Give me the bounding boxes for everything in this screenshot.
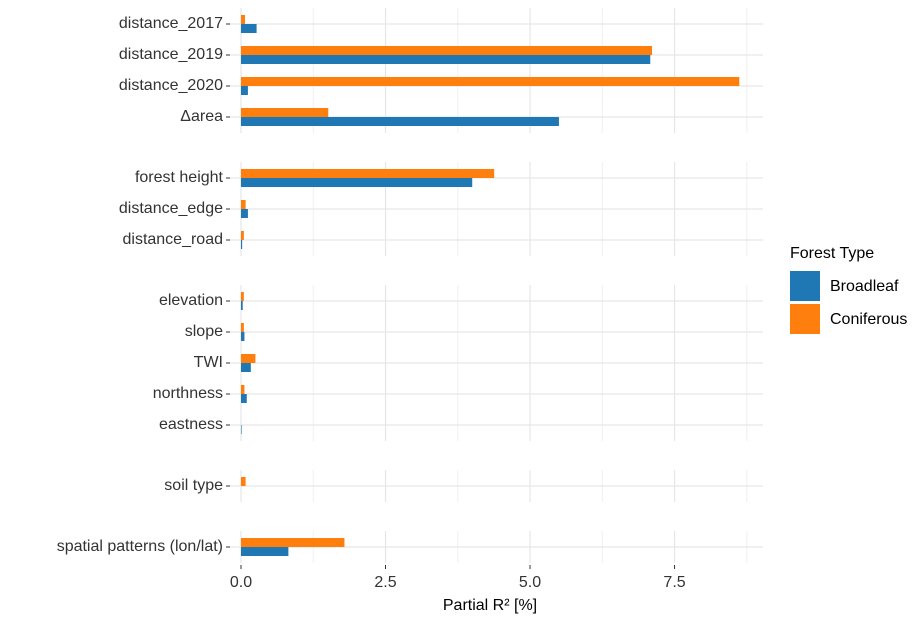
- y-tick-label: distance_road: [122, 231, 223, 248]
- legend-key: [790, 271, 820, 301]
- y-tick-label: distance_2020: [119, 77, 223, 94]
- bar: [240, 385, 245, 394]
- y-tick-label: northness: [153, 385, 223, 402]
- bar: [240, 55, 651, 64]
- legend-label: Broadleaf: [830, 278, 899, 295]
- bar: [240, 108, 329, 117]
- x-tick-label: 5.0: [519, 574, 541, 591]
- y-tick-label: forest height: [135, 169, 224, 186]
- bar: [240, 538, 345, 547]
- y-tick-label: Δarea: [180, 108, 223, 125]
- legend-title: Forest Type: [790, 245, 874, 262]
- bar: [240, 425, 242, 434]
- bar: [240, 209, 248, 218]
- y-tick-label: distance_edge: [119, 200, 223, 217]
- x-axis-label: Partial R² [%]: [443, 597, 537, 614]
- bar: [240, 301, 243, 310]
- y-tick-label: eastness: [159, 416, 223, 433]
- bar: [240, 24, 257, 33]
- y-tick-label: distance_2017: [119, 15, 223, 32]
- x-tick-label: 7.5: [663, 574, 685, 591]
- bar: [240, 547, 289, 556]
- bar: [240, 178, 473, 187]
- bar: [240, 292, 244, 301]
- bar: [240, 363, 251, 372]
- y-tick-label: slope: [185, 323, 223, 340]
- bar: [240, 200, 246, 209]
- legend-label: Coniferous: [830, 311, 907, 328]
- bar: [240, 332, 245, 341]
- y-tick-label: elevation: [159, 292, 223, 309]
- y-tick-label: distance_2019: [119, 46, 223, 63]
- bar: [240, 117, 559, 126]
- x-tick-label: 2.5: [374, 574, 396, 591]
- bar: [240, 354, 256, 363]
- y-tick-label: soil type: [164, 477, 223, 494]
- x-tick-label: 0.0: [230, 574, 252, 591]
- bar: [240, 231, 244, 240]
- bar: [240, 15, 246, 24]
- y-tick-label: spatial patterns (lon/lat): [57, 538, 223, 555]
- bar: [240, 46, 653, 55]
- bar: [240, 323, 244, 332]
- bar: [240, 477, 246, 486]
- legend-key: [790, 304, 820, 334]
- bar: [240, 169, 495, 178]
- bar: [240, 240, 243, 249]
- y-tick-label: TWI: [194, 354, 223, 371]
- bar: [240, 77, 740, 86]
- bar: [240, 394, 247, 403]
- bar: [240, 86, 248, 95]
